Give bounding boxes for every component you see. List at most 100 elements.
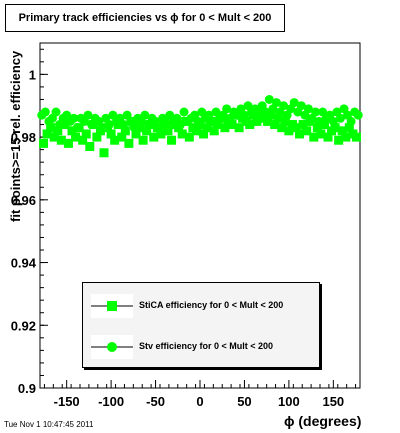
stv-point (104, 120, 114, 130)
legend-entry-stv: Stv efficiency for 0 < Mult < 200 (83, 335, 319, 359)
stica-point (316, 129, 326, 139)
stica-point (291, 123, 301, 133)
stica-point (92, 132, 102, 142)
stica-point (78, 135, 88, 145)
stv-point (69, 113, 79, 123)
stv-point (179, 107, 189, 117)
x-tick-label: 0 (196, 394, 203, 409)
stica-point (341, 132, 351, 142)
stica-point (156, 129, 166, 139)
stica-point (67, 126, 77, 136)
x-tick-label: 50 (237, 394, 251, 409)
stica-point (277, 123, 287, 133)
stv-point (289, 98, 299, 108)
stv-point (40, 107, 50, 117)
stica-point (142, 126, 152, 136)
stica-point (245, 120, 255, 130)
stica-point (337, 126, 347, 136)
stica-point (138, 135, 148, 145)
stica-point (46, 123, 56, 133)
y-tick-label: 0.98 (11, 130, 36, 145)
stv-point (328, 116, 338, 126)
x-tick-label: -100 (98, 394, 124, 409)
stica-point (213, 120, 223, 130)
stica-point (323, 132, 333, 142)
stica-point (191, 126, 201, 136)
stica-point (117, 132, 127, 142)
stica-point (110, 135, 120, 145)
legend-label-stica: StiCA efficiency for 0 < Mult < 200 (139, 300, 284, 310)
legend-square-marker-icon (91, 294, 133, 318)
stica-point (184, 132, 194, 142)
stv-point (97, 123, 107, 133)
stv-point (296, 101, 306, 111)
stica-point (42, 129, 52, 139)
x-tick-label: -150 (54, 394, 80, 409)
stica-point (56, 135, 66, 145)
stica-point (298, 120, 308, 130)
stica-point (167, 135, 177, 145)
stica-point (39, 138, 49, 148)
y-tick-label: 0.9 (18, 381, 36, 396)
stica-point (266, 110, 276, 120)
stv-point (303, 104, 313, 114)
stv-point (346, 116, 356, 126)
stica-point (334, 135, 344, 145)
stica-point (63, 138, 73, 148)
timestamp: Tue Nov 1 10:47:45 2011 (4, 420, 94, 429)
stica-point (330, 123, 340, 133)
stica-point (273, 113, 283, 123)
stv-point (207, 116, 217, 126)
legend-label-stv: Stv efficiency for 0 < Mult < 200 (139, 341, 274, 351)
stv-point (129, 123, 139, 133)
legend: StiCA efficiency for 0 < Mult < 200 Stv … (82, 282, 320, 368)
stv-point (335, 113, 345, 123)
stica-point (163, 126, 173, 136)
stica-point (135, 123, 145, 133)
stica-point (120, 126, 130, 136)
legend-entry-stica: StiCA efficiency for 0 < Mult < 200 (83, 294, 319, 318)
stv-point (72, 123, 82, 133)
stica-point (234, 123, 244, 133)
stica-point (309, 132, 319, 142)
stv-point (161, 120, 171, 130)
stv-point (314, 116, 324, 126)
stica-point (295, 129, 305, 139)
stica-point (263, 116, 273, 126)
stica-point (106, 129, 116, 139)
chart-title: Primary track efficiencies vs ϕ for 0 < … (5, 4, 285, 32)
x-tick-label: 150 (322, 394, 344, 409)
stica-point (209, 126, 219, 136)
stv-point (193, 116, 203, 126)
stica-point (270, 120, 280, 130)
stica-point (319, 120, 329, 130)
stica-point (351, 132, 361, 142)
stica-point (227, 120, 237, 130)
stica-point (302, 126, 312, 136)
stica-point (202, 123, 212, 133)
stv-point (154, 123, 164, 133)
stv-point (353, 110, 363, 120)
stica-point (252, 116, 262, 126)
stica-point (344, 123, 354, 133)
stv-point (222, 104, 232, 114)
stica-point (99, 148, 109, 158)
x-tick-label: -50 (146, 394, 165, 409)
stica-point (177, 129, 187, 139)
legend-circle-marker-icon (91, 335, 133, 359)
stv-point (83, 110, 93, 120)
stica-point (280, 116, 290, 126)
x-axis-label: ϕ (degrees) (284, 413, 362, 429)
stica-point (199, 129, 209, 139)
stica-point (85, 142, 95, 151)
stica-point (49, 132, 59, 142)
stica-point (124, 138, 134, 148)
stica-point (60, 120, 70, 130)
stv-point (264, 94, 274, 104)
stica-point (53, 126, 63, 136)
y-axis-label: fit points>=15 rel. efficiency (8, 50, 23, 222)
stica-point (131, 129, 141, 139)
y-tick-label: 1 (29, 67, 36, 82)
y-tick-label: 0.94 (11, 256, 37, 271)
stv-point (271, 98, 281, 108)
